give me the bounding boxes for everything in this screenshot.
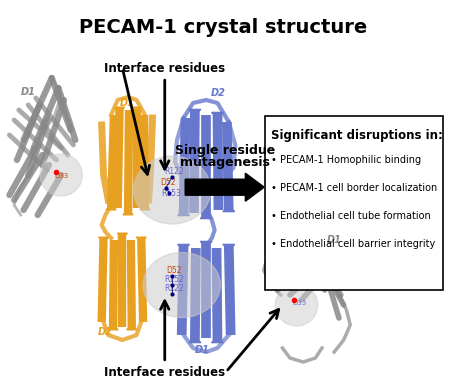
Text: D1: D1 bbox=[21, 87, 36, 97]
Polygon shape bbox=[106, 205, 116, 210]
Text: Interface residues: Interface residues bbox=[104, 62, 225, 169]
Text: R122: R122 bbox=[164, 284, 184, 293]
Polygon shape bbox=[178, 210, 190, 216]
Polygon shape bbox=[189, 337, 201, 342]
Polygon shape bbox=[178, 245, 190, 250]
Text: D2: D2 bbox=[211, 88, 226, 98]
Polygon shape bbox=[200, 213, 212, 219]
Text: • Endothelial cell tube formation: • Endothelial cell tube formation bbox=[271, 211, 431, 221]
Ellipse shape bbox=[134, 156, 211, 224]
Text: D52: D52 bbox=[160, 178, 175, 187]
Text: Significant disruptions in:: Significant disruptions in: bbox=[271, 129, 443, 142]
Polygon shape bbox=[211, 112, 223, 118]
Text: D2: D2 bbox=[98, 327, 113, 337]
Polygon shape bbox=[131, 107, 142, 112]
Text: mutagenesis: mutagenesis bbox=[180, 156, 270, 169]
Text: • Endothelial cell barrier integrity: • Endothelial cell barrier integrity bbox=[271, 239, 436, 249]
Text: Interface residues: Interface residues bbox=[104, 301, 225, 379]
Ellipse shape bbox=[40, 154, 82, 196]
Text: • PECAM-1 Homophilic binding: • PECAM-1 Homophilic binding bbox=[271, 155, 421, 165]
Polygon shape bbox=[123, 210, 133, 215]
Polygon shape bbox=[223, 245, 235, 250]
Polygon shape bbox=[99, 237, 109, 242]
Text: R152: R152 bbox=[164, 275, 184, 284]
Polygon shape bbox=[115, 107, 125, 112]
FancyBboxPatch shape bbox=[264, 116, 443, 290]
Text: R153: R153 bbox=[162, 189, 181, 198]
Polygon shape bbox=[127, 325, 137, 330]
Polygon shape bbox=[140, 205, 150, 210]
Text: Single residue: Single residue bbox=[174, 144, 275, 157]
Text: D1: D1 bbox=[195, 345, 210, 355]
Polygon shape bbox=[117, 233, 128, 238]
Text: PECAM-1 crystal structure: PECAM-1 crystal structure bbox=[79, 18, 367, 37]
Text: D1: D1 bbox=[327, 235, 342, 245]
Text: D52: D52 bbox=[166, 266, 182, 275]
FancyArrow shape bbox=[185, 173, 264, 201]
Text: D1: D1 bbox=[119, 98, 135, 108]
Text: D33: D33 bbox=[292, 300, 307, 306]
Text: R122: R122 bbox=[164, 167, 184, 176]
Polygon shape bbox=[108, 325, 118, 330]
Polygon shape bbox=[189, 110, 201, 115]
Polygon shape bbox=[200, 241, 212, 247]
Ellipse shape bbox=[143, 252, 220, 317]
Polygon shape bbox=[211, 337, 223, 342]
Text: D33: D33 bbox=[54, 173, 68, 179]
Polygon shape bbox=[136, 237, 146, 242]
Polygon shape bbox=[223, 206, 235, 212]
Text: • PECAM-1 cell border localization: • PECAM-1 cell border localization bbox=[271, 183, 438, 193]
Ellipse shape bbox=[275, 284, 318, 326]
